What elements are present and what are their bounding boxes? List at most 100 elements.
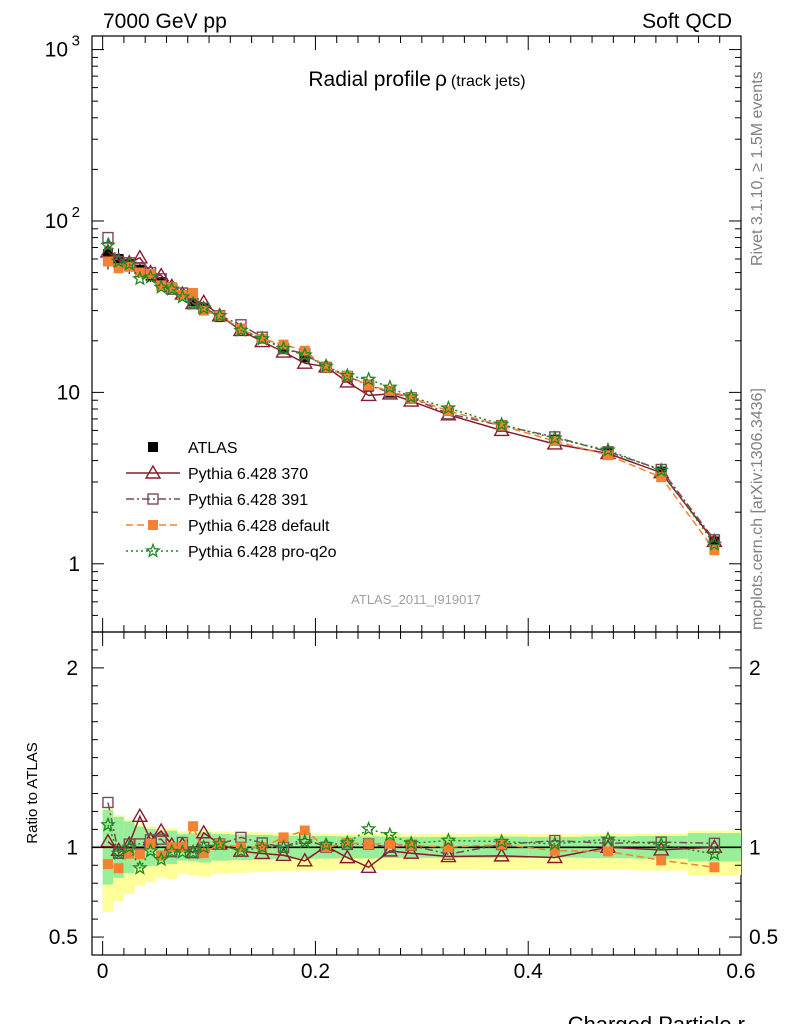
point-pythia-6-428-default: [321, 362, 332, 373]
x-tick-label: 0: [97, 960, 109, 983]
ratio-point-pythia-6-428-pro-q2o: [403, 835, 420, 851]
point-atlas: [102, 249, 113, 260]
point-pythia-6-428-pro-q2o: [163, 280, 180, 296]
ratio-point-pythia-6-428-default: [443, 842, 454, 853]
point-pythia-6-428-default: [709, 545, 720, 556]
point-pythia-6-428-default: [188, 288, 199, 299]
x-tick-label: 0.4: [514, 960, 544, 983]
legend-marker-pythia-6-428-370: [144, 464, 162, 479]
ratio-point-pythia-6-428-default: [156, 850, 167, 861]
point-pythia-6-428-pro-q2o: [403, 388, 420, 404]
ratio-point-pythia-6-428-pro-q2o: [296, 833, 313, 849]
y-tick-label: 10: [45, 210, 68, 233]
point-pythia-6-428-pro-q2o: [233, 322, 249, 338]
ratio-point-pythia-6-428-default: [188, 821, 199, 832]
rivet-label: Rivet 3.1.10, ≥ 1.5M events: [749, 71, 766, 266]
ratio-point-pythia-6-428-default: [278, 832, 289, 843]
x-axis-title: Charged Particle r: [568, 1012, 745, 1024]
y-tick-label: 10: [57, 381, 80, 404]
point-pythia-6-428-default: [166, 282, 177, 293]
ratio-axis-ticks: 0 0.2 0.4 0.6 0.5 0.5 1 1 2 2: [49, 632, 778, 983]
point-pythia-6-428-pro-q2o: [653, 462, 670, 478]
ratio-point-pythia-6-428-default: [102, 859, 113, 870]
ratio-point-pythia-6-428-default: [299, 825, 310, 836]
ratio-point-pythia-6-428-pro-q2o: [318, 836, 334, 852]
point-pythia-6-428-default: [113, 263, 124, 274]
point-pythia-6-428-370: [296, 354, 314, 369]
ratio-point-pythia-6-428-default: [656, 855, 667, 866]
point-atlas: [113, 254, 124, 265]
point-pythia-6-428-default: [156, 280, 167, 291]
ratio-point-pythia-6-428-default: [134, 849, 145, 860]
ratio-point-pythia-6-428-370: [195, 824, 212, 839]
ratio-line-pythia-6-428-391: [107, 802, 715, 855]
point-pythia-6-428-pro-q2o: [153, 278, 170, 295]
point-pythia-6-428-pro-q2o: [546, 430, 563, 445]
point-pythia-6-428-default: [278, 339, 289, 350]
ratio-point-pythia-6-428-370: [360, 858, 377, 873]
ratio-point-pythia-6-428-default: [603, 846, 614, 857]
ratio-point-pythia-6-428-default: [124, 848, 135, 859]
ratio-point-pythia-6-428-pro-q2o: [339, 834, 356, 850]
header-right: Soft QCD: [642, 10, 732, 33]
point-pythia-6-428-pro-q2o: [440, 399, 457, 415]
ratio-point-pythia-6-428-370: [339, 849, 356, 864]
ratio-tick-label-right: 0.5: [749, 926, 778, 949]
ratio-axis-title: Ratio to ATLAS: [24, 742, 41, 843]
ratio-point-pythia-6-428-370: [402, 844, 420, 859]
legend-label-pythia-6-428-391: Pythia 6.428 391: [188, 492, 308, 509]
point-pythia-6-428-pro-q2o: [254, 330, 271, 346]
ratio-point-pythia-6-428-370: [131, 807, 149, 822]
point-pythia-6-428-default: [235, 323, 246, 334]
point-pythia-6-428-default: [603, 450, 614, 461]
ratio-tick-label-right: 1: [749, 836, 761, 859]
point-pythia-6-428-pro-q2o: [318, 358, 334, 373]
point-pythia-6-428-391: [102, 231, 114, 244]
point-pythia-6-428-pro-q2o: [339, 367, 356, 383]
point-pythia-6-428-pro-q2o: [110, 253, 127, 269]
legend-marker-atlas: [148, 442, 158, 452]
point-pythia-6-428-default: [257, 333, 268, 344]
point-pythia-6-428-default: [656, 472, 667, 483]
ratio-frame: [91, 631, 742, 956]
ratio-point-pythia-6-428-370: [546, 849, 564, 864]
point-pythia-6-428-pro-q2o: [360, 371, 377, 387]
ratio-point-pythia-6-428-pro-q2o: [142, 842, 159, 858]
ratio-point-pythia-6-428-pro-q2o: [493, 833, 510, 849]
ratio-point-pythia-6-428-default: [363, 839, 374, 850]
mcplots-label: mcplots.cern.ch [arXiv:1306.3436]: [749, 388, 766, 630]
ratio-point-pythia-6-428-pro-q2o: [254, 838, 271, 855]
ratio-point-pythia-6-428-pro-q2o: [211, 835, 228, 851]
point-pythia-6-428-pro-q2o: [100, 237, 116, 253]
point-pythia-6-428-pro-q2o: [121, 255, 138, 271]
ratio-point-pythia-6-428-pro-q2o: [153, 851, 170, 867]
legend-label-pythia-6-428-default: Pythia 6.428 default: [188, 518, 330, 535]
series-line-pythia-6-428-pro-q2o: [107, 244, 716, 545]
ratio-point-pythia-6-428-370: [706, 838, 723, 854]
analysis-watermark: ATLAS_2011_I919017: [351, 592, 481, 607]
point-pythia-6-428-pro-q2o: [706, 535, 723, 551]
point-pythia-6-428-370: [131, 249, 149, 264]
point-pythia-6-428-pro-q2o: [174, 288, 191, 304]
ratio-tick-label: 2: [66, 657, 78, 680]
ratio-point-pythia-6-428-pro-q2o: [121, 838, 138, 855]
legend-marker-pythia-6-428-391: [147, 493, 159, 505]
main-series: [99, 231, 723, 556]
point-atlas: [188, 296, 199, 307]
point-pythia-6-428-pro-q2o: [381, 378, 398, 395]
ratio-tick-label-right: 2: [749, 657, 761, 680]
ratio-point-pythia-6-428-pro-q2o: [381, 826, 398, 842]
point-pythia-6-428-370: [360, 387, 377, 402]
ratio-tick-label: 0.5: [49, 926, 78, 949]
x-tick-label: 0.6: [726, 960, 755, 983]
chart-title: Radial profile ρ (track jets): [308, 68, 525, 91]
point-pythia-6-428-default: [145, 269, 156, 280]
ratio-point-pythia-6-428-default: [198, 848, 209, 859]
legend-label-pythia-6-428-pro-q2o: Pythia 6.428 pro-q2o: [188, 544, 337, 561]
point-pythia-6-428-pro-q2o: [296, 346, 313, 362]
ratio-point-pythia-6-428-pro-q2o: [100, 816, 116, 832]
ratio-point-pythia-6-428-default: [214, 839, 225, 850]
